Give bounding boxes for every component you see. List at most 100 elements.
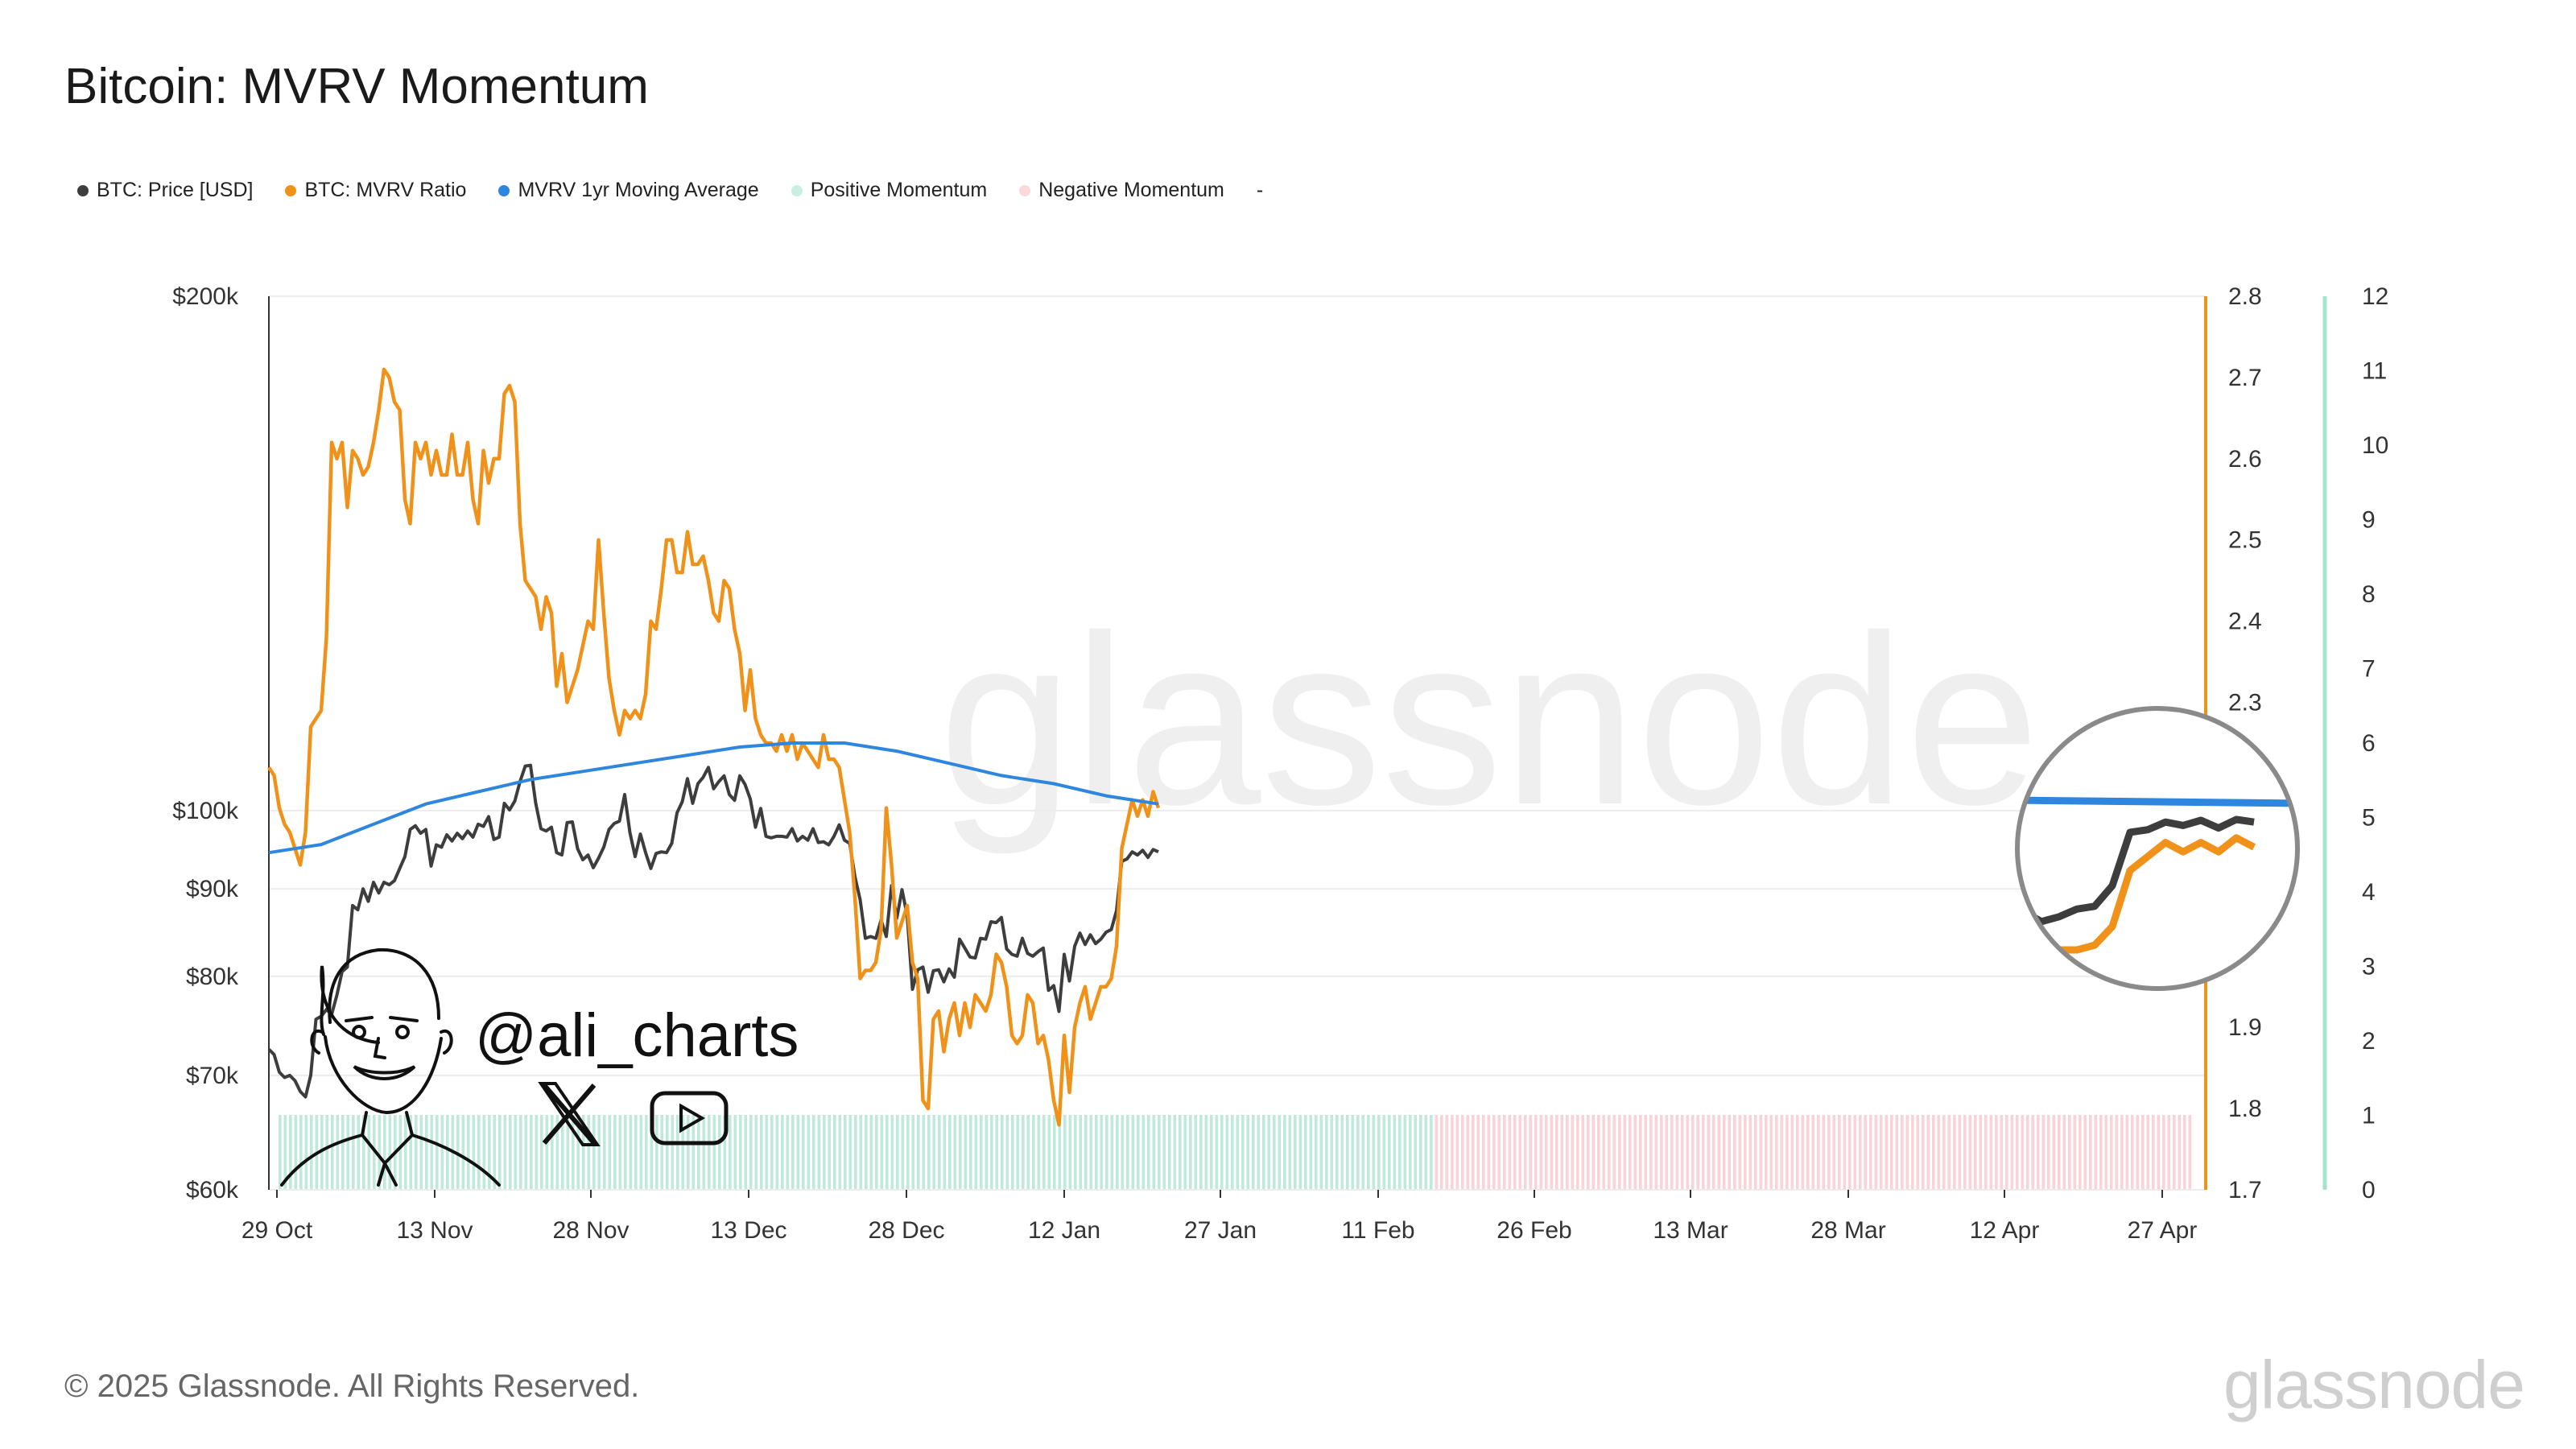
positive-momentum-bar <box>739 1115 742 1190</box>
y-right-tick-label: 4 <box>2362 879 2376 906</box>
legend-dot-price <box>77 184 89 196</box>
chart-title: Bitcoin: MVRV Momentum <box>64 59 649 114</box>
negative-momentum-bar <box>1524 1115 1527 1190</box>
negative-momentum-bar <box>1566 1115 1569 1190</box>
negative-momentum-bar <box>1612 1115 1616 1190</box>
positive-momentum-bar <box>869 1115 873 1190</box>
x-logo-icon[interactable] <box>538 1082 601 1146</box>
positive-momentum-bar <box>488 1115 491 1190</box>
negative-momentum-bar <box>1748 1115 1752 1190</box>
positive-momentum-bar <box>676 1115 679 1190</box>
negative-momentum-bar <box>2152 1115 2155 1190</box>
positive-momentum-bar <box>1351 1115 1355 1190</box>
positive-momentum-bar <box>419 1115 423 1190</box>
positive-momentum-bar <box>823 1115 826 1190</box>
youtube-icon[interactable] <box>650 1091 729 1146</box>
positive-momentum-bar <box>749 1115 753 1190</box>
negative-momentum-bar <box>1733 1115 1736 1190</box>
x-tick-label: 11 Feb <box>1341 1217 1414 1244</box>
negative-momentum-bar <box>1806 1115 1810 1190</box>
negative-momentum-bar <box>1754 1115 1757 1190</box>
legend-item-mvrv-ma[interactable]: MVRV 1yr Moving Average <box>498 179 759 202</box>
positive-momentum-bar <box>1424 1115 1428 1190</box>
positive-momentum-bar <box>1026 1115 1030 1190</box>
negative-momentum-bar <box>1827 1115 1831 1190</box>
positive-momentum-bar <box>1225 1115 1229 1190</box>
positive-momentum-bar <box>691 1115 696 1190</box>
negative-momentum-bar <box>1942 1115 1946 1190</box>
negative-momentum-bar <box>1660 1115 1663 1190</box>
positive-momentum-bar <box>519 1115 522 1190</box>
negative-momentum-bar <box>2062 1115 2066 1190</box>
negative-momentum-bar <box>2136 1115 2140 1190</box>
negative-momentum-bar <box>1665 1115 1669 1190</box>
negative-momentum-bar <box>1744 1115 1747 1190</box>
positive-momentum-bar <box>890 1115 894 1190</box>
footer-copyright: © 2025 Glassnode. All Rights Reserved. <box>64 1368 640 1404</box>
negative-momentum-bar <box>2021 1115 2025 1190</box>
positive-momentum-bar <box>1325 1115 1328 1190</box>
positive-momentum-bar <box>1403 1115 1407 1190</box>
positive-momentum-bar <box>310 1115 313 1190</box>
legend-item-mvrv[interactable]: BTC: MVRV Ratio <box>285 179 466 202</box>
positive-momentum-bar <box>1110 1115 1114 1190</box>
negative-momentum-bar <box>1728 1115 1732 1190</box>
negative-momentum-bar <box>1911 1115 1914 1190</box>
legend-item-negative[interactable]: Negative Momentum <box>1019 179 1224 202</box>
negative-momentum-bar <box>1681 1115 1684 1190</box>
positive-momentum-bar <box>1236 1115 1240 1190</box>
y-right-tick-label: 11 <box>2362 358 2387 385</box>
positive-momentum-bar <box>718 1115 721 1190</box>
positive-momentum-bar <box>854 1115 857 1190</box>
positive-momentum-bar <box>409 1115 413 1190</box>
negative-momentum-bar <box>1602 1115 1606 1190</box>
positive-momentum-bar <box>1430 1115 1433 1190</box>
positive-momentum-bar <box>613 1115 617 1190</box>
positive-momentum-bar <box>597 1115 601 1190</box>
positive-momentum-bar <box>1267 1115 1271 1190</box>
positive-momentum-bar <box>1179 1115 1182 1190</box>
positive-momentum-bar <box>1319 1115 1323 1190</box>
legend-dot-mvrv-ma <box>498 184 510 196</box>
positive-momentum-bar <box>299 1115 303 1190</box>
negative-momentum-bar <box>1560 1115 1564 1190</box>
legend-item-dash[interactable]: - <box>1257 179 1263 202</box>
positive-momentum-bar <box>1042 1115 1046 1190</box>
negative-momentum-bar <box>1623 1115 1627 1190</box>
negative-momentum-bar <box>2099 1115 2103 1190</box>
y-mid-tick-label: 1.7 <box>2228 1177 2262 1203</box>
negative-momentum-bar <box>1707 1115 1711 1190</box>
positive-momentum-bar <box>378 1115 382 1190</box>
positive-momentum-bar <box>535 1115 539 1190</box>
positive-momentum-bar <box>1199 1115 1203 1190</box>
zoom-ring <box>2015 706 2300 991</box>
negative-momentum-bar <box>1953 1115 1956 1190</box>
negative-momentum-bar <box>2010 1115 2014 1190</box>
negative-momentum-bar <box>2041 1115 2046 1190</box>
positive-momentum-bar <box>812 1115 815 1190</box>
negative-momentum-bar <box>2031 1115 2035 1190</box>
negative-momentum-bar <box>1445 1115 1449 1190</box>
negative-momentum-bar <box>1555 1115 1558 1190</box>
positive-momentum-bar <box>283 1115 287 1190</box>
legend-label-negative: Negative Momentum <box>1038 179 1224 201</box>
legend-item-price[interactable]: BTC: Price [USD] <box>77 179 253 202</box>
negative-momentum-bar <box>1937 1115 1941 1190</box>
positive-momentum-bar <box>712 1115 716 1190</box>
positive-momentum-bar <box>603 1115 606 1190</box>
positive-momentum-bar <box>1189 1115 1192 1190</box>
positive-momentum-bar <box>415 1115 418 1190</box>
legend-item-positive[interactable]: Positive Momentum <box>791 179 987 202</box>
negative-momentum-bar <box>1785 1115 1789 1190</box>
positive-momentum-bar <box>1158 1115 1161 1190</box>
negative-momentum-bar <box>1811 1115 1815 1190</box>
y-right-tick-label: 0 <box>2362 1177 2376 1203</box>
positive-momentum-bar <box>1126 1115 1129 1190</box>
watermark-text: glassnode <box>939 584 2040 857</box>
y-left-tick-label: $200k <box>172 283 239 310</box>
negative-momentum-bar <box>2094 1115 2098 1190</box>
positive-momentum-bar <box>1022 1115 1025 1190</box>
negative-momentum-bar <box>2188 1115 2192 1190</box>
negative-momentum-bar <box>1487 1115 1491 1190</box>
positive-momentum-bar <box>1419 1115 1422 1190</box>
